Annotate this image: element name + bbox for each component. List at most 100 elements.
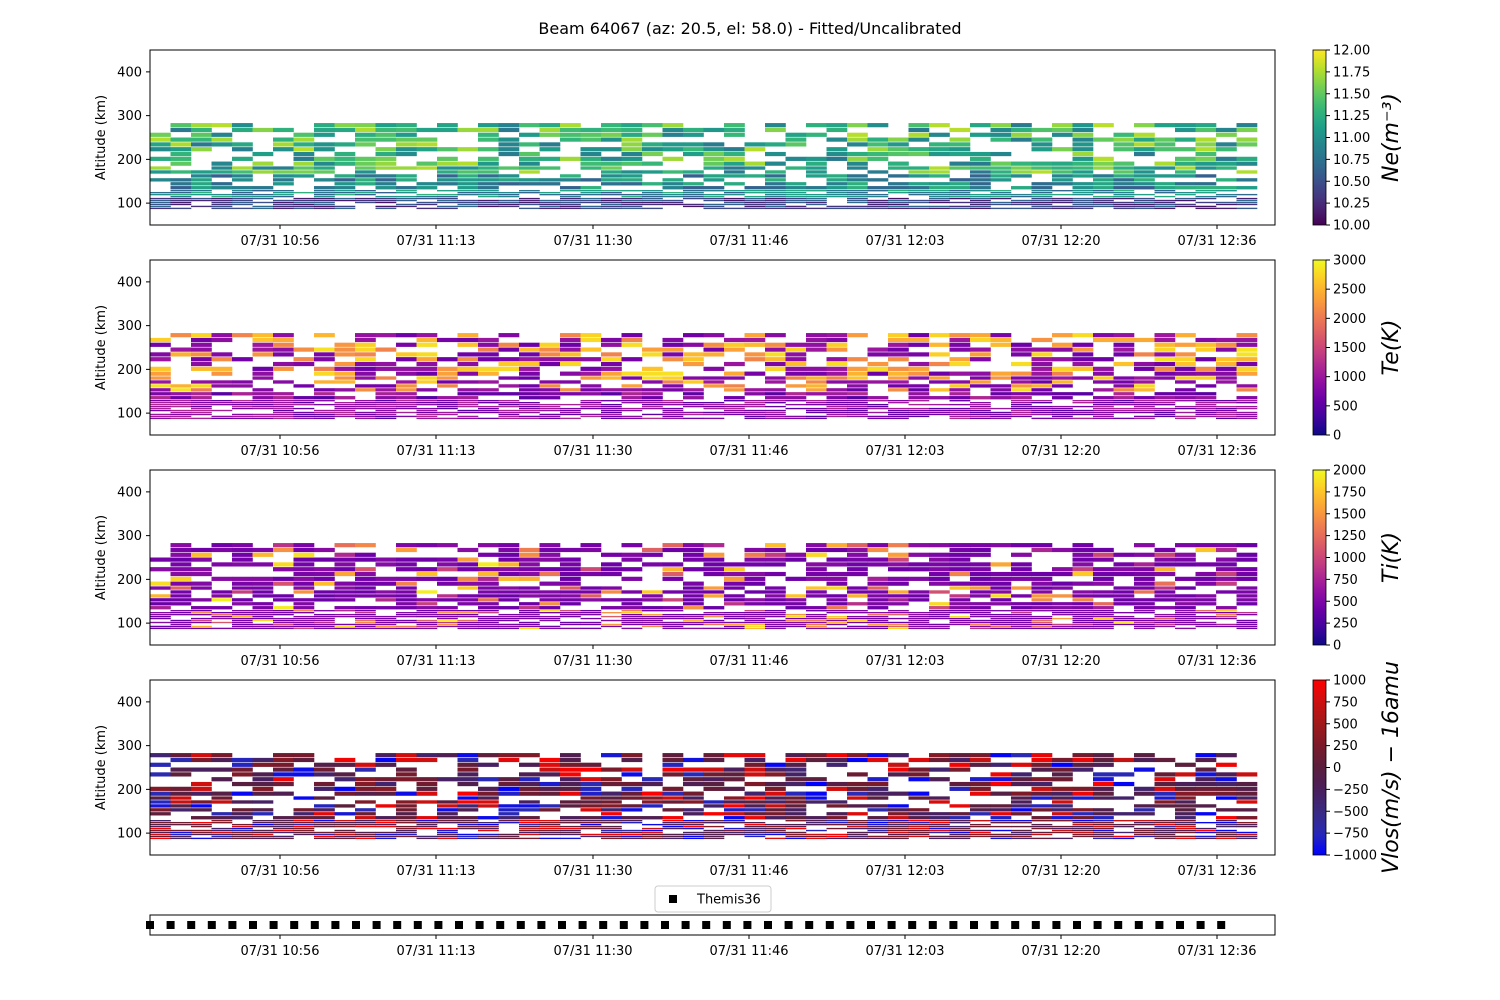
te-panel-cell bbox=[191, 380, 212, 384]
vlos-panel-cell bbox=[355, 833, 376, 836]
ne-panel-cell bbox=[724, 207, 745, 210]
ti-panel-cell bbox=[683, 598, 704, 602]
ti-panel-cell bbox=[949, 617, 971, 620]
te-panel-cell bbox=[1134, 361, 1155, 367]
ti-panel-cell bbox=[867, 602, 889, 606]
te-panel-cell bbox=[211, 384, 233, 388]
ti-panel-cell bbox=[744, 625, 766, 628]
vlos-panel-cell bbox=[662, 791, 684, 796]
te-panel-cell bbox=[355, 342, 376, 347]
te-panel-cell bbox=[150, 371, 171, 376]
ne-panel-cell bbox=[457, 205, 479, 208]
te-panel-cell bbox=[580, 407, 602, 410]
ti-panel-cell bbox=[806, 594, 827, 598]
ne-panel-cell bbox=[1175, 174, 1196, 178]
vlos-panel-cell bbox=[1175, 808, 1196, 812]
vlos-panel-cell bbox=[293, 831, 315, 834]
vlos-panel-cell bbox=[416, 753, 438, 758]
ti-panel-cell bbox=[744, 602, 766, 606]
te-panel-cell bbox=[1072, 417, 1094, 420]
vlos-panel-cell bbox=[1134, 812, 1155, 816]
te-panel-cell bbox=[847, 392, 868, 396]
ti-panel-cell bbox=[1134, 567, 1155, 572]
ne-panel-cell bbox=[580, 207, 602, 210]
ti-panel-cell bbox=[949, 543, 971, 548]
vlos-panel-cell bbox=[478, 823, 499, 826]
te-panel-cell bbox=[662, 407, 684, 410]
te-panel-cell bbox=[826, 401, 848, 404]
ti-panel-cell bbox=[1216, 562, 1237, 567]
vlos-panel-cell bbox=[334, 804, 356, 808]
te-panel-cell bbox=[396, 415, 417, 418]
ti-panel-cell bbox=[744, 552, 766, 557]
ti-panel-cell bbox=[1175, 594, 1196, 598]
ti-panel-cell bbox=[478, 543, 499, 548]
te-panel-cell bbox=[478, 407, 499, 410]
vlos-panel-cell bbox=[601, 796, 622, 800]
ti-panel-cell bbox=[1175, 602, 1196, 606]
ne-panel-cell bbox=[1195, 205, 1217, 208]
ne-panel-cell bbox=[170, 190, 192, 192]
ti-panel-cell bbox=[949, 621, 971, 624]
vlos-panel-cell bbox=[580, 816, 602, 820]
ti-panel-x-tick-label: 07/31 12:03 bbox=[865, 654, 944, 669]
te-panel-cell bbox=[703, 403, 725, 406]
vlos-panel-cell bbox=[683, 837, 704, 840]
ti-panel-cell bbox=[334, 557, 356, 562]
vlos-panel-cell bbox=[293, 767, 315, 772]
ti-panel-cell bbox=[683, 586, 704, 590]
vlos-panel-cell bbox=[724, 753, 745, 758]
te-panel-cell bbox=[970, 376, 991, 380]
ne-panel-cell bbox=[478, 178, 499, 182]
vlos-panel-cell bbox=[765, 772, 786, 777]
vlos-panel-cell bbox=[867, 816, 889, 820]
vlos-panel-cell bbox=[949, 816, 971, 820]
ti-panel-cell bbox=[683, 552, 704, 557]
ne-panel-cell bbox=[826, 190, 848, 192]
te-panel-cell bbox=[908, 333, 930, 338]
ti-panel-cell bbox=[1216, 606, 1237, 610]
vlos-panel-cell bbox=[478, 833, 499, 836]
te-panel-cell bbox=[498, 392, 520, 396]
vlos-panel-cell bbox=[1236, 837, 1258, 840]
ti-panel-cell bbox=[703, 613, 725, 616]
ne-panel-x-tick-label: 07/31 12:36 bbox=[1177, 234, 1256, 249]
ne-panel-cell bbox=[1093, 161, 1114, 166]
ne-panel-cell bbox=[232, 123, 253, 128]
ti-panel-cell bbox=[1216, 613, 1237, 616]
ti-panel-cell bbox=[621, 567, 643, 572]
vlos-panel-cell bbox=[273, 772, 294, 777]
ne-panel-cell bbox=[765, 178, 786, 182]
vlos-panel-cell bbox=[560, 837, 581, 840]
te-panel-cell bbox=[1113, 347, 1135, 352]
vlos-panel-cell bbox=[1175, 821, 1196, 824]
vlos-panel-cell bbox=[334, 812, 356, 816]
ne-panel-cell bbox=[1072, 205, 1094, 208]
ti-panel-cell bbox=[334, 543, 356, 548]
ne-panel-cell bbox=[662, 178, 684, 182]
ne-panel-cell bbox=[1195, 142, 1217, 147]
vlos-panel-cell bbox=[785, 767, 807, 772]
vlos-panel-cell bbox=[1052, 767, 1073, 772]
ne-panel-cell bbox=[867, 205, 889, 208]
ne-panel-cell bbox=[170, 151, 192, 157]
vlos-panel-cell bbox=[949, 831, 971, 834]
ti-panel-cell bbox=[1052, 547, 1073, 553]
ne-panel-cell bbox=[273, 182, 294, 186]
ne-panel-cell bbox=[334, 161, 356, 166]
ne-panel-cell bbox=[191, 132, 212, 137]
vlos-panel-cell bbox=[1195, 831, 1217, 834]
ne-panel-cell bbox=[703, 127, 725, 133]
vlos-panel-cell bbox=[847, 804, 868, 808]
vlos-panel-cell bbox=[929, 816, 950, 820]
ti-panel-cell bbox=[765, 619, 786, 622]
ne-panel-cell bbox=[457, 199, 479, 202]
ti-panel-cell bbox=[888, 610, 909, 612]
ne-panel-cell bbox=[1011, 193, 1032, 196]
vlos-panel-cell bbox=[683, 757, 704, 763]
ti-panel-cell bbox=[1134, 606, 1155, 610]
vlos-panel-cell bbox=[621, 829, 643, 832]
ti-panel-cell bbox=[560, 615, 581, 618]
ne-panel-cell bbox=[662, 191, 684, 194]
te-panel-cell bbox=[1216, 417, 1237, 420]
